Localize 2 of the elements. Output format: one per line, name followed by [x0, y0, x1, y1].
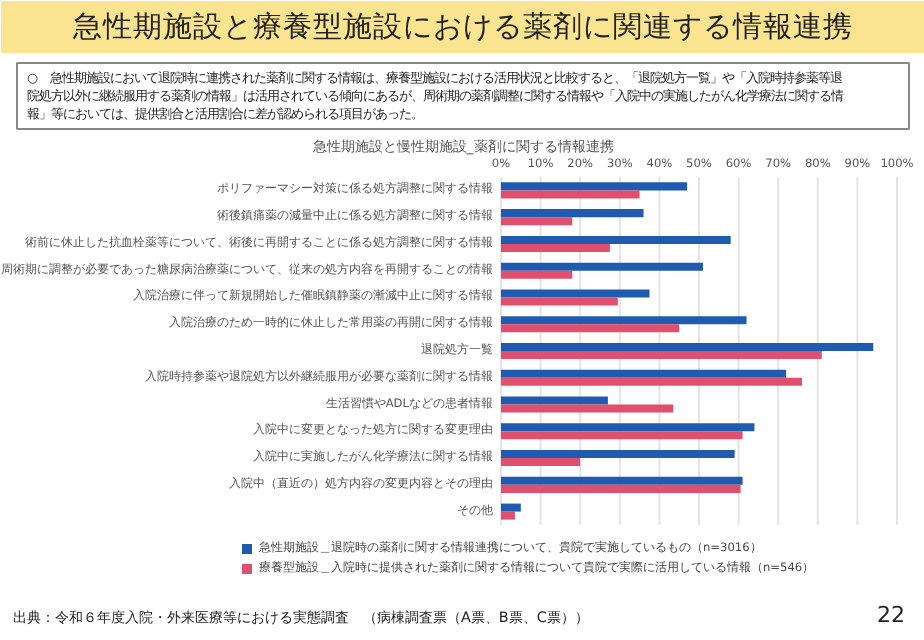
text: 22 [877, 602, 906, 628]
chart-title: 急性期施設と療養型施設における薬剤に関連する情報連携 [71, 10, 853, 44]
